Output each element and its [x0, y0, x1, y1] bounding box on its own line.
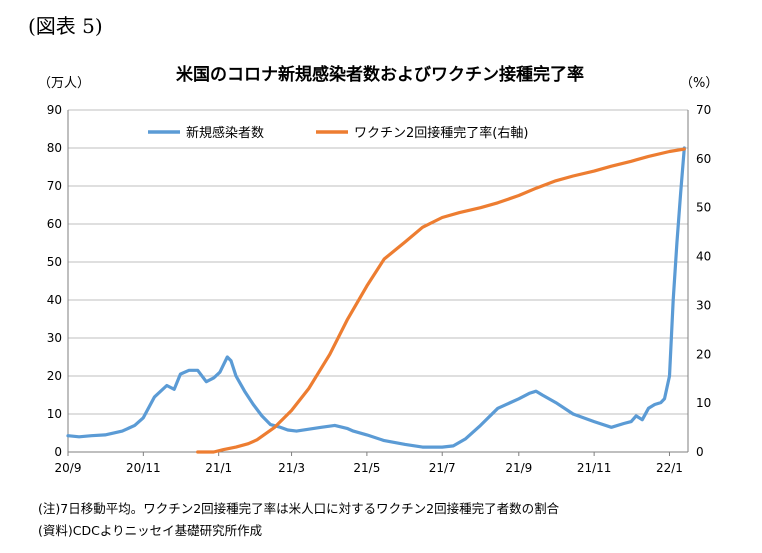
left-y-tick-label: 80	[47, 141, 62, 155]
left-axis-unit: （万人）	[38, 76, 91, 91]
right-y-tick-label: 10	[696, 396, 711, 410]
x-tick-label: 21/9	[505, 461, 532, 475]
left-y-tick-label: 20	[47, 369, 62, 383]
x-tick-label: 21/3	[278, 461, 305, 475]
left-y-tick-label: 70	[47, 179, 62, 193]
right-y-tick-label: 20	[696, 347, 711, 361]
legend-label-vaccine: ワクチン2回接種完了率(右軸)	[354, 125, 528, 141]
left-y-tick-label: 10	[47, 407, 62, 421]
right-y-tick-label: 50	[696, 201, 711, 215]
left-y-tick-label: 40	[47, 293, 62, 307]
left-y-tick-labels: 0 10 20 30 40 50 60 70 80 90	[47, 103, 62, 459]
left-y-tick-label: 50	[47, 255, 62, 269]
right-y-tick-label: 30	[696, 298, 711, 312]
x-tick-label: 20/9	[55, 461, 82, 475]
x-tick-labels: 20/9 20/11 21/1 21/3 21/5 21/7 21/9 21/11 22/1	[55, 461, 683, 475]
right-y-tick-label: 40	[696, 250, 711, 264]
left-y-tick-label: 30	[47, 331, 62, 345]
footnote-note: (注)7日移動平均。ワクチン2回接種完了率は米人口に対するワクチン2回接種完了者…	[38, 501, 560, 516]
series-line-vaccine	[196, 147, 686, 454]
figure-label: (図表 5)	[28, 14, 103, 38]
left-y-tick-label: 90	[47, 103, 62, 117]
x-tick-label: 21/11	[577, 461, 612, 475]
left-y-tick-label: 60	[47, 217, 62, 231]
x-tick-label: 21/1	[205, 461, 232, 475]
x-tick-label: 20/11	[126, 461, 161, 475]
right-y-tick-labels: 0 10 20 30 40 50 60 70	[696, 103, 711, 459]
legend: 新規感染者数 ワクチン2回接種完了率(右軸)	[148, 125, 528, 141]
x-tick-label: 21/5	[353, 461, 380, 475]
left-y-tick-label: 0	[54, 445, 62, 459]
gridlines	[68, 109, 688, 415]
legend-label-cases: 新規感染者数	[186, 125, 264, 141]
right-y-tick-label: 70	[696, 103, 711, 117]
right-axis-unit: （%）	[680, 76, 719, 91]
footnote-source: (資料)CDCよりニッセイ基礎研究所作成	[38, 523, 263, 538]
x-tick-label: 21/7	[429, 461, 456, 475]
right-y-tick-label: 60	[696, 152, 711, 166]
x-tick-label: 22/1	[656, 461, 683, 475]
right-y-tick-label: 0	[696, 445, 704, 459]
series-lines	[66, 146, 686, 454]
axes	[67, 110, 689, 456]
chart-title: 米国のコロナ新規感染者数およびワクチン接種完了率	[176, 65, 584, 85]
series-line-cases	[66, 146, 686, 449]
